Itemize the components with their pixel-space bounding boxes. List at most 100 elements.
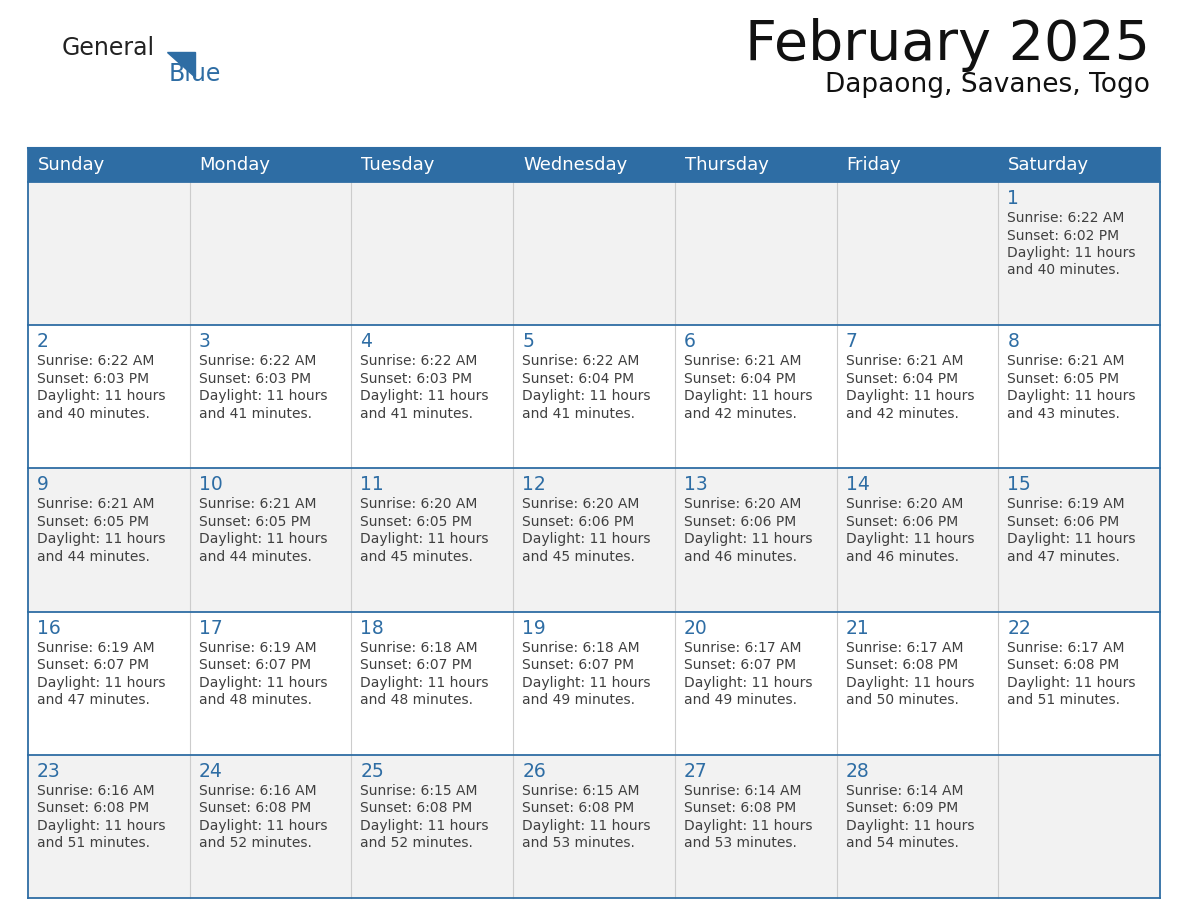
Text: 4: 4 bbox=[360, 332, 372, 352]
Text: and 42 minutes.: and 42 minutes. bbox=[846, 407, 959, 420]
Text: Daylight: 11 hours: Daylight: 11 hours bbox=[198, 819, 327, 833]
Text: Sunset: 6:08 PM: Sunset: 6:08 PM bbox=[360, 801, 473, 815]
Text: Sunset: 6:03 PM: Sunset: 6:03 PM bbox=[360, 372, 473, 386]
Text: Daylight: 11 hours: Daylight: 11 hours bbox=[37, 532, 165, 546]
Text: 5: 5 bbox=[523, 332, 535, 352]
Text: Sunrise: 6:17 AM: Sunrise: 6:17 AM bbox=[1007, 641, 1125, 655]
Text: Sunrise: 6:15 AM: Sunrise: 6:15 AM bbox=[523, 784, 639, 798]
Text: Sunday: Sunday bbox=[38, 156, 106, 174]
Text: Sunrise: 6:20 AM: Sunrise: 6:20 AM bbox=[523, 498, 639, 511]
Text: Daylight: 11 hours: Daylight: 11 hours bbox=[523, 676, 651, 689]
Text: Friday: Friday bbox=[847, 156, 902, 174]
Text: Sunset: 6:05 PM: Sunset: 6:05 PM bbox=[360, 515, 473, 529]
Text: and 48 minutes.: and 48 minutes. bbox=[198, 693, 311, 707]
Text: Dapaong, Savanes, Togo: Dapaong, Savanes, Togo bbox=[824, 72, 1150, 98]
Text: Sunrise: 6:15 AM: Sunrise: 6:15 AM bbox=[360, 784, 478, 798]
Text: and 46 minutes.: and 46 minutes. bbox=[684, 550, 797, 564]
Text: Daylight: 11 hours: Daylight: 11 hours bbox=[360, 389, 489, 403]
Text: Daylight: 11 hours: Daylight: 11 hours bbox=[1007, 246, 1136, 260]
Bar bbox=[29, 325, 1159, 468]
Text: Daylight: 11 hours: Daylight: 11 hours bbox=[360, 819, 489, 833]
Text: Daylight: 11 hours: Daylight: 11 hours bbox=[360, 676, 489, 689]
Text: and 41 minutes.: and 41 minutes. bbox=[360, 407, 474, 420]
Text: and 46 minutes.: and 46 minutes. bbox=[846, 550, 959, 564]
Text: Sunrise: 6:19 AM: Sunrise: 6:19 AM bbox=[198, 641, 316, 655]
Text: Daylight: 11 hours: Daylight: 11 hours bbox=[37, 819, 165, 833]
Text: 2: 2 bbox=[37, 332, 49, 352]
Text: Daylight: 11 hours: Daylight: 11 hours bbox=[846, 676, 974, 689]
Text: Sunrise: 6:20 AM: Sunrise: 6:20 AM bbox=[684, 498, 801, 511]
Text: Daylight: 11 hours: Daylight: 11 hours bbox=[1007, 676, 1136, 689]
Text: and 52 minutes.: and 52 minutes. bbox=[198, 836, 311, 850]
Polygon shape bbox=[168, 52, 195, 77]
Text: Sunrise: 6:21 AM: Sunrise: 6:21 AM bbox=[846, 354, 963, 368]
Text: Daylight: 11 hours: Daylight: 11 hours bbox=[846, 819, 974, 833]
Text: and 52 minutes.: and 52 minutes. bbox=[360, 836, 473, 850]
Text: and 51 minutes.: and 51 minutes. bbox=[37, 836, 150, 850]
Text: and 41 minutes.: and 41 minutes. bbox=[523, 407, 636, 420]
Text: and 42 minutes.: and 42 minutes. bbox=[684, 407, 797, 420]
Text: Saturday: Saturday bbox=[1009, 156, 1089, 174]
Text: 10: 10 bbox=[198, 476, 222, 495]
Text: Sunset: 6:02 PM: Sunset: 6:02 PM bbox=[1007, 229, 1119, 242]
Text: and 40 minutes.: and 40 minutes. bbox=[37, 407, 150, 420]
Text: Sunset: 6:08 PM: Sunset: 6:08 PM bbox=[1007, 658, 1119, 672]
Text: 8: 8 bbox=[1007, 332, 1019, 352]
Text: Sunset: 6:06 PM: Sunset: 6:06 PM bbox=[1007, 515, 1119, 529]
Text: Sunrise: 6:20 AM: Sunrise: 6:20 AM bbox=[360, 498, 478, 511]
Text: Sunset: 6:05 PM: Sunset: 6:05 PM bbox=[37, 515, 150, 529]
Text: February 2025: February 2025 bbox=[745, 18, 1150, 72]
Text: and 48 minutes.: and 48 minutes. bbox=[360, 693, 474, 707]
Text: Daylight: 11 hours: Daylight: 11 hours bbox=[523, 532, 651, 546]
Text: Sunrise: 6:17 AM: Sunrise: 6:17 AM bbox=[684, 641, 802, 655]
Text: Thursday: Thursday bbox=[684, 156, 769, 174]
Text: Daylight: 11 hours: Daylight: 11 hours bbox=[684, 676, 813, 689]
Bar bbox=[29, 148, 1159, 182]
Text: Daylight: 11 hours: Daylight: 11 hours bbox=[684, 389, 813, 403]
Text: and 44 minutes.: and 44 minutes. bbox=[37, 550, 150, 564]
Text: Daylight: 11 hours: Daylight: 11 hours bbox=[198, 389, 327, 403]
Text: Sunrise: 6:18 AM: Sunrise: 6:18 AM bbox=[523, 641, 640, 655]
Text: Sunrise: 6:21 AM: Sunrise: 6:21 AM bbox=[1007, 354, 1125, 368]
Text: 14: 14 bbox=[846, 476, 870, 495]
Text: Daylight: 11 hours: Daylight: 11 hours bbox=[1007, 532, 1136, 546]
Text: and 44 minutes.: and 44 minutes. bbox=[198, 550, 311, 564]
Text: Daylight: 11 hours: Daylight: 11 hours bbox=[360, 532, 489, 546]
Text: 6: 6 bbox=[684, 332, 696, 352]
Text: Sunrise: 6:19 AM: Sunrise: 6:19 AM bbox=[1007, 498, 1125, 511]
Text: 16: 16 bbox=[37, 619, 61, 638]
Text: Sunset: 6:08 PM: Sunset: 6:08 PM bbox=[684, 801, 796, 815]
Bar bbox=[29, 182, 1159, 325]
Text: and 51 minutes.: and 51 minutes. bbox=[1007, 693, 1120, 707]
Text: Blue: Blue bbox=[169, 62, 221, 86]
Text: 26: 26 bbox=[523, 762, 546, 781]
Text: and 40 minutes.: and 40 minutes. bbox=[1007, 263, 1120, 277]
Text: Sunset: 6:08 PM: Sunset: 6:08 PM bbox=[523, 801, 634, 815]
Text: 23: 23 bbox=[37, 762, 61, 781]
Text: Monday: Monday bbox=[200, 156, 271, 174]
Text: Sunset: 6:08 PM: Sunset: 6:08 PM bbox=[846, 658, 958, 672]
Text: 11: 11 bbox=[360, 476, 384, 495]
Text: and 54 minutes.: and 54 minutes. bbox=[846, 836, 959, 850]
Text: Daylight: 11 hours: Daylight: 11 hours bbox=[37, 676, 165, 689]
Text: Daylight: 11 hours: Daylight: 11 hours bbox=[684, 819, 813, 833]
Text: 22: 22 bbox=[1007, 619, 1031, 638]
Text: Sunset: 6:06 PM: Sunset: 6:06 PM bbox=[523, 515, 634, 529]
Text: 21: 21 bbox=[846, 619, 870, 638]
Text: Sunrise: 6:16 AM: Sunrise: 6:16 AM bbox=[37, 784, 154, 798]
Text: Sunset: 6:06 PM: Sunset: 6:06 PM bbox=[684, 515, 796, 529]
Text: Daylight: 11 hours: Daylight: 11 hours bbox=[1007, 389, 1136, 403]
Text: Sunset: 6:05 PM: Sunset: 6:05 PM bbox=[1007, 372, 1119, 386]
Text: Sunrise: 6:14 AM: Sunrise: 6:14 AM bbox=[684, 784, 802, 798]
Text: 28: 28 bbox=[846, 762, 870, 781]
Text: Daylight: 11 hours: Daylight: 11 hours bbox=[846, 389, 974, 403]
Text: Sunrise: 6:21 AM: Sunrise: 6:21 AM bbox=[198, 498, 316, 511]
Text: Sunset: 6:08 PM: Sunset: 6:08 PM bbox=[37, 801, 150, 815]
Text: Sunrise: 6:22 AM: Sunrise: 6:22 AM bbox=[523, 354, 639, 368]
Text: and 41 minutes.: and 41 minutes. bbox=[198, 407, 311, 420]
Text: Sunset: 6:03 PM: Sunset: 6:03 PM bbox=[198, 372, 311, 386]
Text: 13: 13 bbox=[684, 476, 708, 495]
Text: Sunrise: 6:17 AM: Sunrise: 6:17 AM bbox=[846, 641, 963, 655]
Text: Sunrise: 6:21 AM: Sunrise: 6:21 AM bbox=[37, 498, 154, 511]
Text: Sunset: 6:04 PM: Sunset: 6:04 PM bbox=[846, 372, 958, 386]
